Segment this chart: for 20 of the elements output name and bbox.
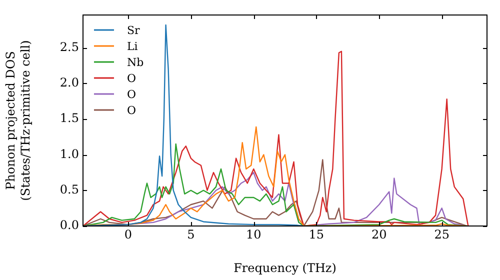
x-axis-title: Frequency (THz)	[234, 260, 336, 275]
y-tick-label: 2.5	[60, 40, 79, 54]
x-tick-label: 5	[187, 227, 195, 242]
y-tick-label: 1.5	[60, 111, 79, 126]
y-tick-label: 0.5	[60, 182, 79, 196]
legend-label: O	[127, 104, 136, 117]
legend-label: O	[127, 88, 136, 101]
y-axis-title: Phonon projected DOS (States/THz·primitive cell)	[4, 40, 33, 201]
y-tick-label: 2.0	[60, 76, 79, 90]
legend-label: O	[127, 72, 136, 85]
x-tick-label: 10	[246, 227, 262, 242]
legend-label: Li	[127, 40, 138, 53]
y-tick-label: 0.0	[60, 218, 79, 232]
x-tick-label: 0	[124, 227, 132, 242]
x-tick-label: 25	[434, 227, 450, 242]
legend-label: Nb	[127, 56, 144, 69]
x-tick-label: 20	[371, 227, 387, 242]
legend-label: Sr	[127, 24, 141, 37]
y-tick-label: 1.0	[60, 146, 79, 161]
x-tick-label: 15	[308, 227, 324, 242]
